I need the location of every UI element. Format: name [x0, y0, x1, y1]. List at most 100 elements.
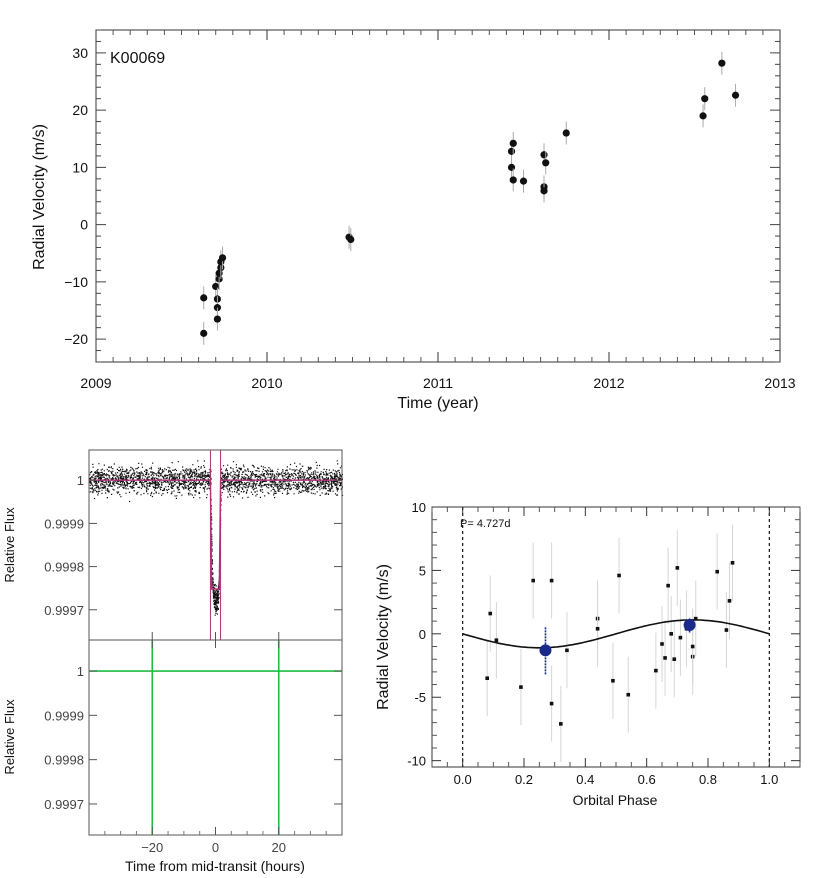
rv-time-point — [507, 147, 516, 155]
transit-residual-xtick-label: 20 — [272, 840, 286, 855]
rv-phase-point — [678, 635, 683, 640]
rv-time-point — [212, 282, 220, 291]
rv-phase-point — [595, 626, 600, 631]
rv-phase-point — [565, 648, 569, 653]
rv-time-ytick-label: 10 — [72, 159, 88, 175]
rv-time-point — [507, 163, 516, 171]
rv-phase-xtick-label: 0.2 — [515, 772, 533, 787]
rv-phase-point — [488, 611, 493, 616]
rv-phase-point — [654, 668, 658, 673]
rv-time-point — [562, 129, 570, 137]
rv-time-point — [699, 112, 707, 120]
transit-raw-ytick-label: 0.9999 — [44, 516, 84, 531]
rv-time-panel: 2009 2010 2011 2012 2013 −20 −10 0 10 20 30 K00069… — [31, 29, 796, 412]
rv-time-xtick-label: 2012 — [593, 375, 624, 391]
rv-phase-xtick-label: 0.4 — [576, 772, 594, 787]
rv-phase-model-curve — [462, 619, 770, 649]
rv-phase-point — [672, 657, 677, 661]
rv-time-point — [701, 95, 709, 103]
rv-phase-binned-point — [683, 618, 696, 631]
transit-residual-ytick-label: 0.9999 — [44, 708, 84, 723]
rv-phase-point — [617, 573, 621, 578]
rv-time-ylabel: Radial Velocity (m/s) — [31, 124, 48, 270]
rv-time-point — [200, 294, 208, 302]
rv-phase-ytick-label: 0 — [419, 627, 426, 642]
rv-time-ytick-label: 0 — [80, 217, 88, 233]
rv-time-xtick-label: 2009 — [80, 375, 111, 391]
transit-residual-plot-frame — [88, 639, 343, 836]
rv-phase-xtick-label: 0.8 — [699, 772, 717, 787]
rv-phase-point — [730, 561, 735, 565]
rv-time-ytick-label: −10 — [64, 274, 88, 290]
transit-residual-xtick-label: −20 — [141, 840, 163, 855]
rv-phase-xtick-label: 0.0 — [454, 772, 472, 787]
rv-phase-annotation: P= 4.727d — [460, 518, 510, 530]
rv-phase-point — [494, 638, 499, 642]
rv-phase-ytick-label: 10 — [412, 500, 426, 515]
rv-phase-ytick-label: -10 — [407, 754, 426, 769]
rv-time-point — [718, 59, 726, 67]
rv-phase-xlabel: Orbital Phase — [573, 792, 658, 808]
rv-phase-ticks: 0.0 0.2 0.4 0.6 0.8 1.0 -10 -5 0 5 10 — [407, 500, 801, 787]
transit-residual-ytick-label: 0.9997 — [44, 797, 84, 812]
rv-phase-point — [666, 583, 670, 588]
transit-raw-flux-points — [89, 450, 344, 640]
rv-phase-panel: 0.0 0.2 0.4 0.6 0.8 1.0 -10 -5 0 5 10 P= 4.727d Or… — [375, 500, 801, 808]
rv-phase-xtick-label: 1.0 — [760, 772, 778, 787]
rv-time-xlabel: Time (year) — [397, 395, 478, 412]
rv-time-point — [347, 235, 355, 244]
rv-phase-point — [724, 628, 729, 632]
rv-phase-point — [690, 644, 695, 649]
transit-residual-ytick-label: 0.9998 — [44, 753, 84, 768]
rv-phase-point — [559, 722, 563, 726]
rv-phase-point — [549, 701, 554, 706]
rv-phase-point — [485, 676, 489, 681]
rv-time-ticks: 2009 2010 2011 2012 2013 −20 −10 0 10 20 30 — [64, 29, 796, 391]
rv-phase-point — [675, 566, 680, 570]
rv-phase-point — [626, 692, 631, 697]
transit-raw-ticks: 1 0.9999 0.9998 0.9997 — [44, 473, 342, 640]
rv-time-point — [731, 91, 740, 99]
transit-raw-flux-cloud — [89, 460, 344, 503]
rv-phase-point — [669, 632, 673, 636]
transit-residual-xlabel: Time from mid-transit (hours) — [125, 858, 305, 874]
rv-time-ytick-label: 20 — [72, 102, 88, 118]
rv-phase-ylabel: Radial Velocity (m/s) — [375, 564, 392, 710]
rv-time-xtick-label: 2013 — [764, 375, 795, 391]
rv-time-plot-frame — [95, 29, 781, 363]
rv-time-point — [509, 139, 517, 147]
transit-raw-ylabel: Relative Flux — [2, 507, 17, 583]
rv-time-point — [509, 176, 517, 184]
rv-time-ytick-label: 30 — [72, 45, 88, 61]
rv-phase-point — [660, 642, 664, 646]
rv-time-ytick-label: −20 — [64, 331, 88, 347]
transit-raw-ytick-label: 0.9998 — [44, 560, 84, 575]
rv-phase-content — [462, 507, 770, 767]
transit-raw-ytick-label: 0.9997 — [44, 603, 84, 618]
transit-residual-xtick-label: 0 — [212, 840, 219, 855]
transit-residual-ylabel: Relative Flux — [2, 699, 17, 775]
rv-time-point — [519, 177, 528, 185]
rv-phase-point — [611, 678, 615, 683]
rv-phase-point — [663, 656, 667, 660]
rv-time-point — [540, 187, 548, 195]
rv-phase-plot-frame — [431, 506, 801, 768]
rv-time-point — [200, 329, 208, 337]
transit-raw-panel: 1 0.9999 0.9998 0.9997 Relative Flux — [2, 449, 344, 641]
transit-raw-ytick-label: 1 — [77, 473, 84, 488]
rv-phase-ytick-label: 5 — [419, 563, 426, 578]
rv-phase-point — [727, 599, 732, 603]
transit-raw-model-dip — [209, 480, 222, 590]
rv-time-annotation: K00069 — [110, 50, 165, 67]
rv-time-points — [200, 51, 740, 345]
rv-phase-point — [531, 578, 535, 583]
rv-time-xtick-label: 2010 — [251, 375, 282, 391]
rv-time-point — [540, 151, 548, 159]
rv-time-xtick-label: 2011 — [423, 375, 453, 391]
transit-residual-ticks: 1 0.9999 0.9998 0.9997 −20 0 20 — [44, 640, 342, 855]
rv-phase-point — [519, 685, 523, 689]
rv-phase-ytick-label: -5 — [414, 690, 426, 705]
rv-phase-point — [693, 616, 698, 621]
